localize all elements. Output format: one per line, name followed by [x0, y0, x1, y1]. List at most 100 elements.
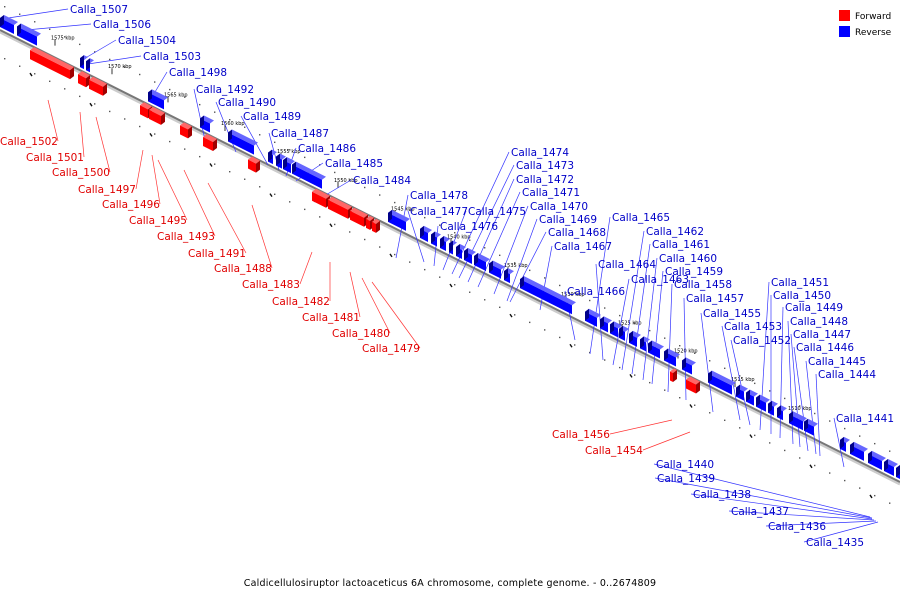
grid-dot — [499, 254, 501, 257]
reverse-gene-block — [648, 340, 664, 359]
grid-dot — [229, 171, 231, 173]
gene-label: Calla_1498 — [169, 67, 227, 79]
grid-dot — [649, 329, 651, 332]
leader-line — [833, 417, 845, 468]
guide-dash — [689, 404, 693, 408]
grid-dot — [49, 80, 51, 83]
gene-label: Calla_1487 — [271, 128, 329, 140]
grid-dot — [304, 208, 306, 211]
gene-label: Calla_1483 — [242, 279, 300, 291]
grid-dot — [544, 329, 546, 331]
reverse-gene-block — [440, 235, 450, 251]
forward-gene-block — [203, 133, 217, 151]
leader-line — [683, 297, 687, 401]
leader-line — [193, 88, 206, 141]
gene-label: Calla_1447 — [793, 329, 851, 341]
leader-line — [765, 520, 877, 527]
tick-label: 1565 kbp — [164, 92, 188, 98]
gene-label: Calla_1497 — [78, 184, 136, 196]
grid-dot — [619, 366, 621, 369]
grid-dot — [889, 502, 891, 504]
grid-dot — [109, 110, 111, 113]
gene-label: Calla_1482 — [272, 296, 330, 308]
forward-gene-block — [30, 47, 74, 80]
reverse-gene-block — [228, 129, 258, 155]
reverse-gene-block — [464, 248, 476, 265]
grid-dot — [574, 344, 576, 346]
grid-dot — [829, 472, 831, 474]
grid-dot — [469, 239, 471, 241]
reverse-gene-block — [629, 330, 641, 347]
grid-dot — [874, 494, 876, 497]
gene-label: Calla_1460 — [659, 253, 717, 265]
tick-label: 1525 kbp — [618, 320, 642, 326]
gene-label: Calla_1492 — [196, 84, 254, 96]
grid-dot — [619, 314, 621, 317]
grid-dot — [409, 209, 411, 211]
gene-label: Calla_1467 — [554, 241, 612, 253]
reverse-gene-block — [777, 405, 787, 421]
grid-dot — [694, 352, 696, 354]
tick-label: 1535 kbp — [504, 263, 528, 269]
grid-dot — [364, 186, 366, 189]
guide-dash — [749, 434, 753, 439]
gene-label: Calla_1457 — [686, 293, 744, 305]
grid-dot — [109, 58, 111, 61]
leader-line — [477, 191, 521, 288]
grid-dot — [64, 88, 66, 90]
gene-label: Calla_1441 — [836, 413, 894, 425]
grid-dot — [844, 479, 846, 482]
legend-label: Forward — [855, 12, 891, 22]
reverse-gene-block — [148, 89, 168, 110]
forward-gene-block — [248, 156, 260, 173]
grid-dot — [754, 434, 756, 437]
gene-label: Calla_1456 — [552, 429, 610, 441]
grid-dot — [334, 171, 336, 174]
reverse-gene-block — [682, 357, 696, 375]
leader-line — [81, 39, 117, 61]
leader-line — [299, 251, 313, 285]
reverse-gene-block — [80, 55, 88, 70]
grid-dot — [424, 216, 426, 219]
grid-dot — [79, 43, 81, 46]
grid-dot — [319, 216, 321, 218]
leader-line — [135, 149, 144, 190]
leader-line — [442, 210, 467, 271]
reverse-gene-block — [276, 153, 286, 169]
grid-dot — [79, 95, 81, 98]
gene-label: Calla_1464 — [598, 259, 656, 271]
grid-dot — [334, 223, 336, 226]
grid-dot — [454, 232, 456, 234]
grid-dot — [859, 487, 861, 489]
grid-dot — [259, 134, 261, 136]
guide-dash — [629, 374, 633, 378]
guide-dash — [449, 283, 453, 288]
grid-dot — [724, 419, 726, 422]
grid-dot — [274, 193, 276, 196]
gene-label: Calla_1471 — [522, 187, 580, 199]
leader-line — [151, 154, 161, 205]
forward-gene-block — [372, 218, 380, 233]
gene-label: Calla_1493 — [157, 231, 215, 243]
leader-line — [642, 257, 658, 381]
grid-dot — [4, 6, 6, 8]
reverse-gene-block — [768, 400, 778, 416]
gene-label: Calla_1451 — [771, 277, 829, 289]
reverse-gene-block — [200, 115, 214, 133]
grid-dot — [514, 262, 516, 264]
gene-label: Calla_1479 — [362, 343, 420, 355]
grid-dot — [4, 58, 6, 60]
grid-dot — [724, 367, 726, 370]
grid-dot — [769, 390, 771, 392]
gene-label: Calla_1504 — [118, 35, 176, 47]
grid-dot — [589, 351, 591, 354]
leader-line — [728, 510, 875, 521]
tick-label: 1570 kbp — [108, 64, 132, 70]
reverse-gene-block — [431, 231, 441, 247]
forward-gene-block — [312, 188, 330, 208]
gene-label: Calla_1474 — [511, 147, 569, 159]
reverse-gene-block — [708, 370, 736, 395]
reverse-gene-block — [804, 418, 818, 436]
gene-label: Calla_1465 — [612, 212, 670, 224]
